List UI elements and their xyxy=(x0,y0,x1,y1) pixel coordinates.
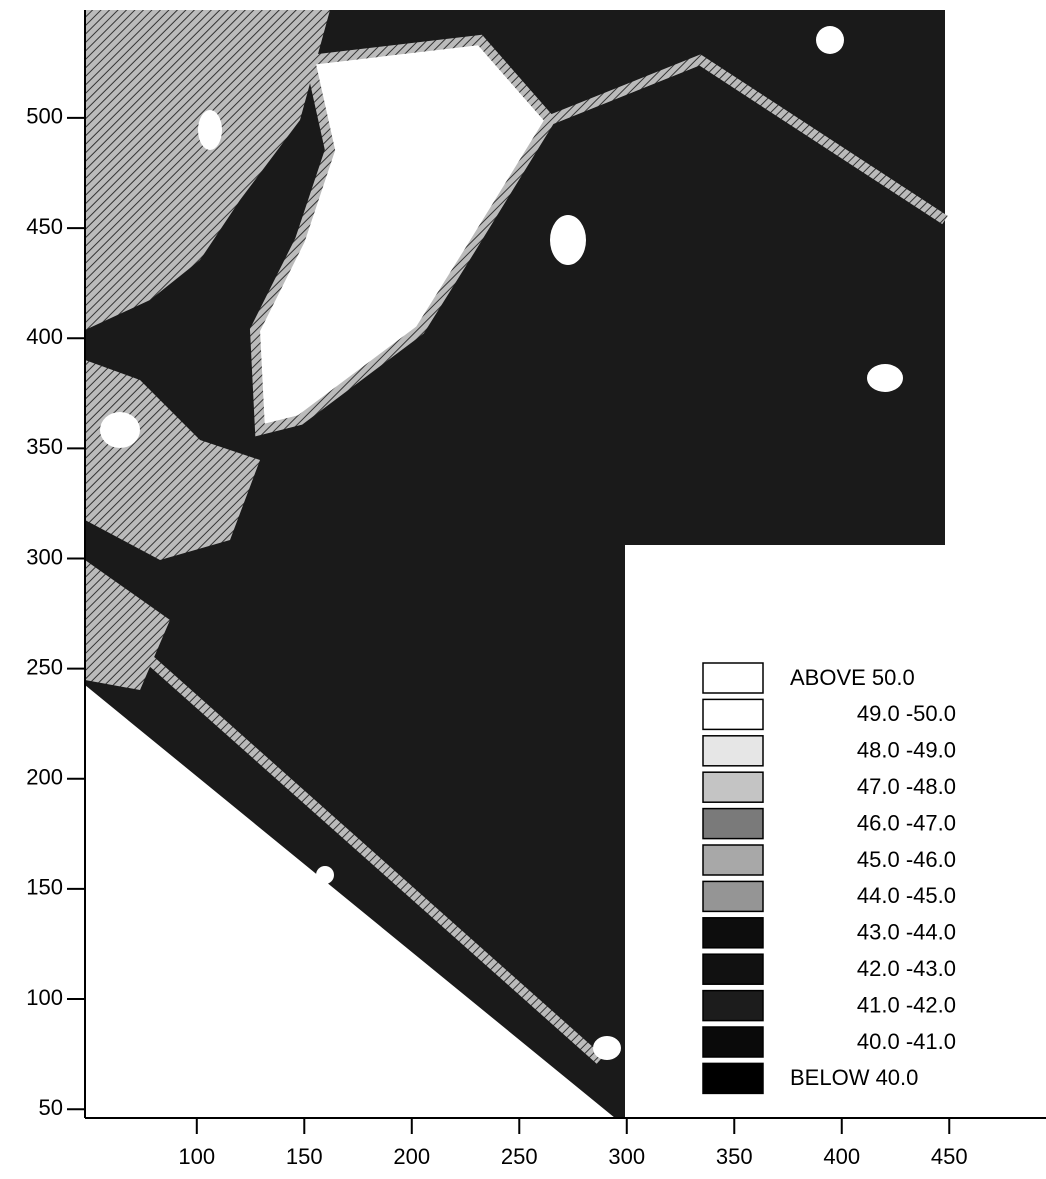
legend-swatch xyxy=(702,989,764,1022)
contour-field xyxy=(85,10,948,1118)
legend-label: 41.0 -42.0 xyxy=(857,992,956,1017)
legend-swatch xyxy=(702,807,764,840)
legend-swatch xyxy=(702,662,764,694)
legend-swatch xyxy=(702,1062,764,1095)
y-tick-label: 50 xyxy=(39,1095,63,1120)
legend-swatch xyxy=(702,917,764,949)
legend-swatch xyxy=(702,880,764,913)
legend-label: 46.0 -47.0 xyxy=(857,810,956,835)
legend-label: 43.0 -44.0 xyxy=(857,920,956,945)
legend-swatch xyxy=(702,771,764,803)
legend-swatch xyxy=(702,1026,764,1058)
y-tick-label: 200 xyxy=(26,765,63,790)
legend-swatch xyxy=(702,844,764,876)
x-tick-label: 350 xyxy=(716,1144,753,1169)
legend-label: 45.0 -46.0 xyxy=(857,847,956,872)
legend-label: 47.0 -48.0 xyxy=(857,774,956,799)
legend-label: 44.0 -45.0 xyxy=(857,883,956,908)
x-tick-label: 450 xyxy=(931,1144,968,1169)
legend-label: 48.0 -49.0 xyxy=(857,738,956,763)
x-tick-label: 200 xyxy=(393,1144,430,1169)
x-tick-label: 100 xyxy=(178,1144,215,1169)
legend-swatch xyxy=(702,698,764,731)
legend-label: BELOW 40.0 xyxy=(790,1065,918,1090)
y-tick-label: 300 xyxy=(26,544,63,569)
y-tick-label: 450 xyxy=(26,214,63,239)
y-tick-label: 500 xyxy=(26,104,63,129)
y-tick-label: 150 xyxy=(26,875,63,900)
legend-swatch xyxy=(702,953,764,985)
legend-swatch xyxy=(702,735,764,767)
y-tick-label: 350 xyxy=(26,434,63,459)
legend-label: 49.0 -50.0 xyxy=(857,701,956,726)
y-tick-label: 100 xyxy=(26,985,63,1010)
x-tick-label: 400 xyxy=(823,1144,860,1169)
legend-label: ABOVE 50.0 xyxy=(790,665,915,690)
legend-label: 40.0 -41.0 xyxy=(857,1029,956,1054)
legend-label: 42.0 -43.0 xyxy=(857,956,956,981)
y-tick-label: 250 xyxy=(26,654,63,679)
x-tick-label: 250 xyxy=(501,1144,538,1169)
y-tick-label: 400 xyxy=(26,324,63,349)
x-tick-label: 150 xyxy=(286,1144,323,1169)
x-tick-label: 300 xyxy=(608,1144,645,1169)
